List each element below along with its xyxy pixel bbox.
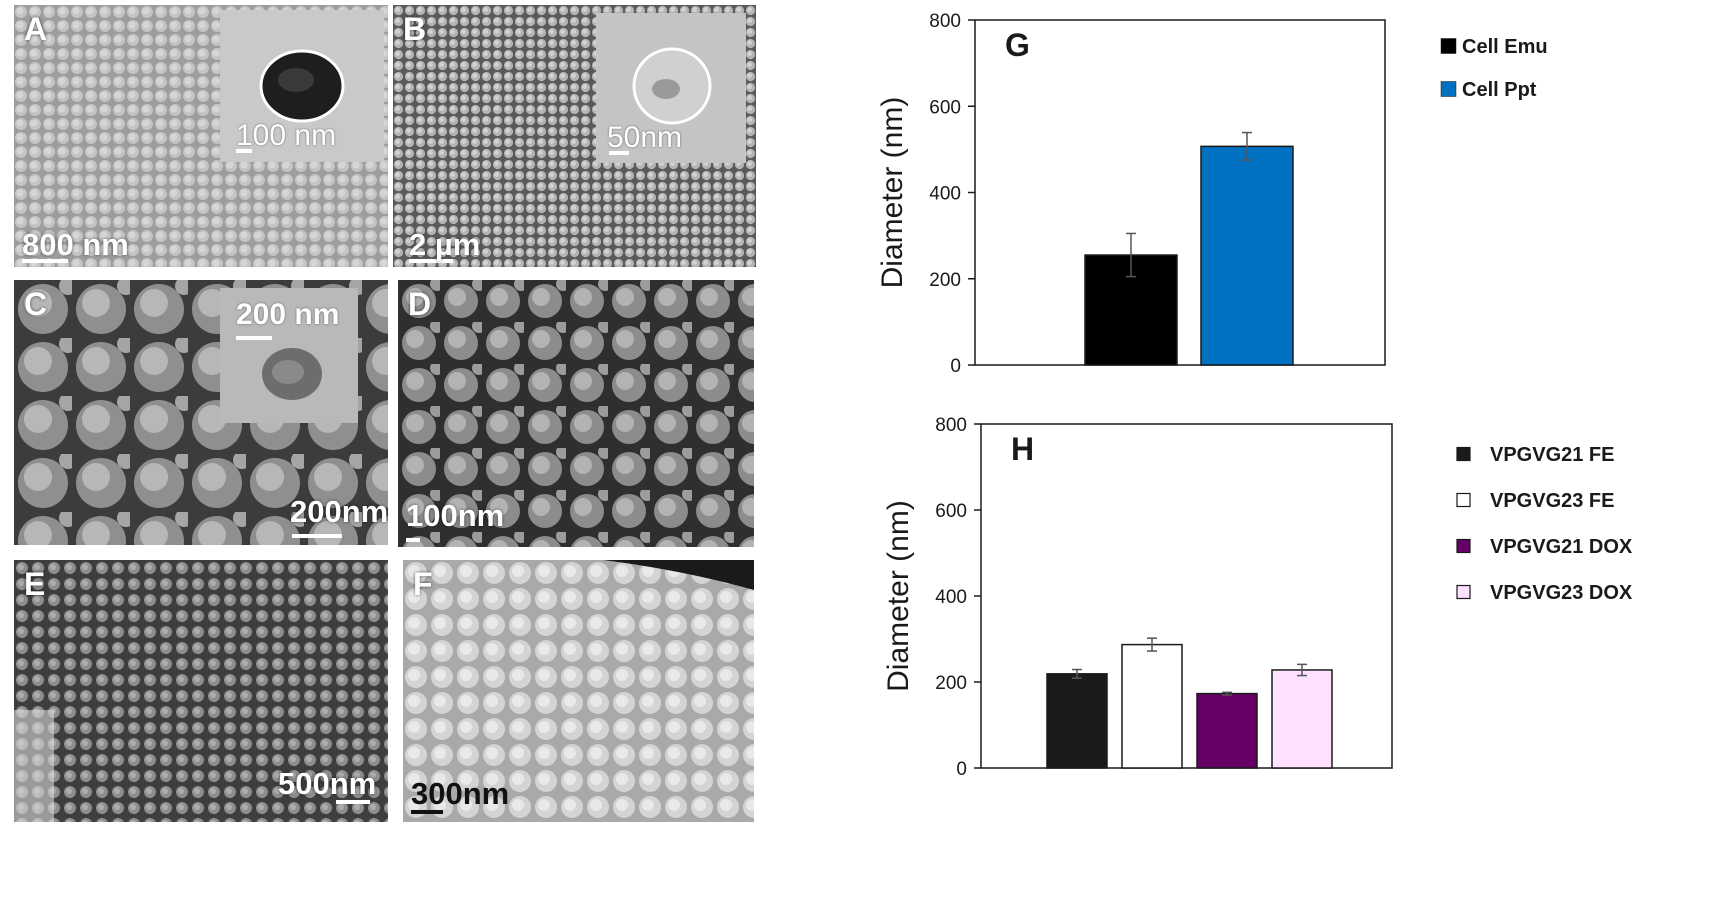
panel-label: D <box>408 286 432 322</box>
legend-entry: VPGVG23 FE <box>1490 490 1615 512</box>
y-tick-label: 200 <box>935 673 967 694</box>
panel-label: E <box>24 566 46 602</box>
scale-bar <box>292 534 342 538</box>
legend-swatch <box>1456 584 1471 600</box>
scale-bar <box>406 538 420 542</box>
sem-texture <box>14 560 388 822</box>
panel-c-micrograph: 200 nm C 200nm <box>14 280 388 545</box>
scale-bar <box>336 800 370 804</box>
plot-frame <box>974 19 1386 366</box>
y-axis-label: Diameter (nm) <box>882 500 915 692</box>
scale-bar <box>409 259 453 263</box>
tem-inset <box>220 10 384 162</box>
legend-entry: VPGVG23 DOX <box>1490 582 1633 604</box>
bar <box>1046 673 1108 769</box>
panel-f-micrograph: F 300nm <box>403 560 754 822</box>
legend-entry: Cell Emu <box>1462 36 1548 58</box>
bar <box>1121 643 1183 769</box>
legend-swatch <box>1456 538 1471 554</box>
legend-swatch <box>1456 492 1471 508</box>
legend-swatch <box>1440 81 1457 97</box>
scale-label: 100nm <box>406 498 505 533</box>
tem-inset <box>596 13 746 163</box>
legend-entry: VPGVG21 DOX <box>1490 536 1633 558</box>
inset-scale-label: 100 nm <box>236 119 337 152</box>
inset-scale-label: 50nm <box>607 121 683 154</box>
inset-scale-bar <box>609 151 629 155</box>
sem-texture <box>403 560 754 822</box>
legend-swatch <box>1456 446 1471 462</box>
legend-entry: VPGVG21 FE <box>1490 444 1615 466</box>
panel-b-micrograph: 50nm B 2 µm <box>393 5 756 267</box>
bar <box>1271 669 1333 769</box>
y-tick-label: 400 <box>929 184 961 205</box>
panel-e-micrograph: E 500nm <box>14 560 388 822</box>
panel-a-micrograph: 100 nm A 800 nm <box>14 5 388 267</box>
inset-scale-bar <box>236 149 252 153</box>
y-tick-label: 600 <box>929 97 961 118</box>
y-tick-label: 800 <box>929 11 961 32</box>
scale-bar <box>22 259 68 263</box>
panel-label: H <box>1011 431 1034 467</box>
y-tick-label: 600 <box>935 501 967 522</box>
y-tick-label: 800 <box>935 415 967 436</box>
inset-scale-label: 200 nm <box>236 298 340 331</box>
panel-label: C <box>24 286 48 322</box>
y-tick-label: 0 <box>956 759 967 780</box>
panel-d-micrograph: D 100nm <box>398 280 754 547</box>
scale-label: 200nm <box>290 494 388 529</box>
scale-bar <box>411 810 443 814</box>
legend-swatch <box>1440 38 1457 54</box>
y-tick-label: 200 <box>929 270 961 291</box>
inset-scale-bar <box>236 336 272 340</box>
bar <box>1200 145 1294 366</box>
legend-entry: Cell Ppt <box>1462 79 1537 101</box>
bar <box>1196 692 1258 769</box>
sem-texture <box>398 280 754 547</box>
y-axis-label: Diameter (nm) <box>876 97 909 289</box>
scale-label: 500nm <box>278 766 377 801</box>
y-tick-label: 0 <box>950 356 961 377</box>
panel-label: G <box>1005 27 1030 63</box>
tem-inset <box>220 288 358 423</box>
y-tick-label: 400 <box>935 587 967 608</box>
scale-label: 300nm <box>411 776 510 811</box>
scale-label: 2 µm <box>409 227 481 262</box>
panel-label: F <box>413 566 433 602</box>
panel-label: A <box>24 11 48 47</box>
scale-label: 800 nm <box>22 227 129 262</box>
panel-label: B <box>403 11 427 47</box>
